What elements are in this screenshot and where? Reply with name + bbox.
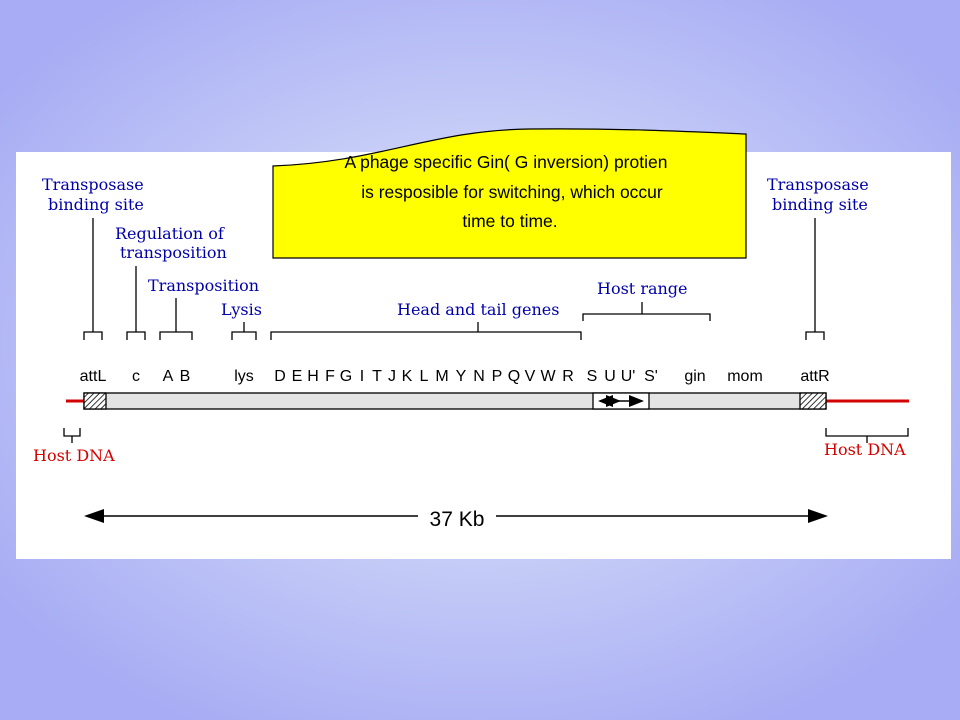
regulation-label: Regulation of transposition — [115, 224, 229, 262]
gene-label-21: W — [540, 368, 556, 385]
gene-label-29: attR — [800, 368, 829, 385]
gene-label-1: c — [132, 368, 140, 385]
label-connectors — [63, 218, 909, 443]
attR-hatch — [799, 392, 827, 410]
host-dna-right-label: Host DNA — [824, 440, 906, 459]
gin-callout: A phage specific Gin( G inversion) proti… — [272, 128, 747, 259]
gene-label-25: U' — [621, 368, 636, 385]
gene-label-20: V — [525, 368, 536, 385]
callout-line-1: A phage specific Gin( G inversion) proti… — [345, 152, 668, 172]
gene-label-2: A — [163, 368, 174, 385]
gene-label-27: gin — [684, 368, 705, 385]
gene-label-28: mom — [727, 368, 763, 385]
callout-line-2: is resposible for switching, which occur — [361, 182, 663, 202]
gene-label-10: I — [360, 368, 364, 385]
gene-label-23: S — [587, 368, 598, 385]
gene-label-26: S' — [644, 368, 658, 385]
length-label: 37 Kb — [430, 508, 485, 531]
gene-label-7: H — [307, 368, 319, 385]
invert-arrow-right-icon — [606, 395, 621, 407]
scale-arrow-left-icon — [84, 509, 104, 523]
invert-arrow-right2-icon — [629, 395, 644, 407]
gene-label-19: Q — [508, 368, 520, 385]
gene-label-9: G — [340, 368, 352, 385]
transposition-label: Transposition — [148, 276, 259, 295]
gene-label-24: U — [604, 368, 616, 385]
callout-line-3: time to time. — [462, 211, 557, 231]
gene-label-3: B — [180, 368, 191, 385]
gene-label-6: E — [292, 368, 303, 385]
gene-label-8: F — [325, 368, 335, 385]
transposase-right-label: Transposase binding site — [767, 175, 874, 214]
host-range-label: Host range — [597, 279, 688, 298]
gene-label-4: lys — [234, 368, 254, 385]
gene-label-12: J — [388, 368, 396, 385]
transposase-left-label: Transposase binding site — [42, 175, 149, 214]
genome-map — [66, 392, 909, 410]
genome-bar — [83, 392, 827, 410]
length-scale: 37 Kb — [84, 508, 828, 531]
scale-arrow-right-icon — [808, 509, 828, 523]
gene-label-13: K — [402, 368, 413, 385]
head-tail-label: Head and tail genes — [397, 300, 559, 319]
gene-label-5: D — [274, 368, 286, 385]
gene-label-16: Y — [456, 368, 467, 385]
gene-label-11: T — [372, 368, 382, 385]
gene-label-14: L — [420, 368, 429, 385]
gene-label-15: M — [435, 368, 448, 385]
region-labels: Transposase binding site Regulation of t… — [42, 175, 874, 319]
lysis-label: Lysis — [221, 300, 262, 319]
gene-label-22: R — [562, 368, 574, 385]
gene-label-18: P — [492, 368, 503, 385]
callout-box — [272, 128, 747, 259]
host-dna-left-label: Host DNA — [33, 446, 115, 465]
gene-label-0: attL — [80, 368, 107, 385]
attL-hatch — [83, 392, 107, 410]
gene-label-17: N — [473, 368, 485, 385]
